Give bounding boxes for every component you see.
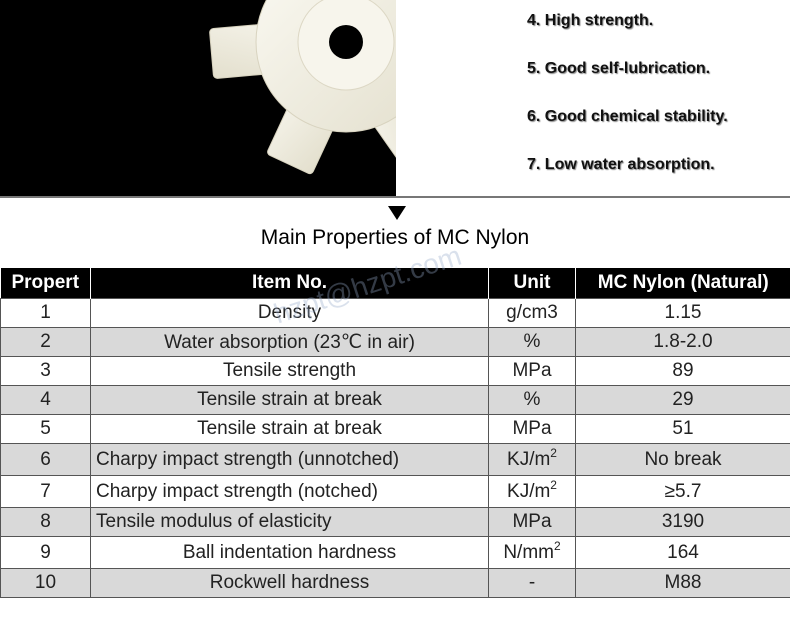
cell-item: Tensile strain at break — [90, 385, 489, 415]
cell-item: Tensile strength — [90, 356, 489, 386]
product-banner: 4. High strength. 5. Good self-lubricati… — [0, 0, 790, 196]
cell-no: 10 — [0, 568, 91, 598]
header-value: MC Nylon (Natural) — [575, 268, 790, 299]
cell-no: 2 — [0, 327, 91, 357]
cell-unit: % — [488, 385, 576, 415]
cell-unit: MPa — [488, 507, 576, 537]
cell-item: Rockwell hardness — [90, 568, 489, 598]
product-photo — [0, 0, 396, 196]
cell-item: Water absorption (23℃ in air) — [90, 327, 489, 357]
table-row: 4 Tensile strain at break % 29 — [0, 385, 790, 415]
properties-table: Propert Item No. Unit MC Nylon (Natural)… — [0, 268, 790, 598]
cell-no: 1 — [0, 298, 91, 328]
cell-item: Tensile strain at break — [90, 414, 489, 444]
header-unit: Unit — [488, 268, 576, 299]
section-title: Main Properties of MC Nylon — [260, 226, 530, 249]
unit-text: KJ/m — [507, 480, 551, 502]
table-row: 3 Tensile strength MPa 89 — [0, 356, 790, 386]
unit-superscript: 2 — [553, 538, 561, 553]
cell-unit: g/cm3 — [488, 298, 576, 328]
cell-value: 164 — [575, 536, 790, 569]
unit-text: g/cm3 — [506, 302, 558, 323]
unit-text: MPa — [512, 418, 552, 439]
cell-no: 8 — [0, 507, 91, 537]
cell-no: 5 — [0, 414, 91, 444]
divider — [0, 196, 790, 198]
cell-unit: MPa — [488, 414, 576, 444]
unit-text: KJ/m — [507, 448, 551, 470]
header-property: Propert — [0, 268, 91, 299]
cell-value: 29 — [575, 385, 790, 415]
cell-no: 6 — [0, 443, 91, 476]
cell-unit: % — [488, 327, 576, 357]
cell-no: 9 — [0, 536, 91, 569]
table-row: 1 Density g/cm3 1.15 — [0, 298, 790, 328]
header-item: Item No. — [90, 268, 489, 299]
cell-no: 7 — [0, 475, 91, 508]
feature-item: 4. High strength. — [527, 12, 654, 29]
cell-value: 51 — [575, 414, 790, 444]
unit-text: MPa — [512, 511, 552, 532]
unit-text: MPa — [512, 360, 552, 381]
down-arrow-icon — [388, 206, 406, 220]
unit-text: % — [523, 331, 541, 352]
table-row: 7 Charpy impact strength (notched) KJ/m2… — [0, 475, 790, 508]
cell-value: M88 — [575, 568, 790, 598]
cell-value: 3190 — [575, 507, 790, 537]
cell-unit: N/mm2 — [488, 536, 576, 569]
feature-item: 7. Low water absorption. — [527, 156, 715, 173]
table-row: 10 Rockwell hardness - M88 — [0, 568, 790, 598]
cell-item: Charpy impact strength (notched) — [90, 475, 489, 508]
unit-text: - — [528, 572, 536, 593]
cell-unit: MPa — [488, 356, 576, 386]
cell-item: Charpy impact strength (unnotched) — [90, 443, 489, 476]
unit-text: N/mm — [503, 541, 554, 563]
table-row: 6 Charpy impact strength (unnotched) KJ/… — [0, 443, 790, 476]
feature-item: 6. Good chemical stability. — [527, 108, 728, 125]
unit-superscript: 2 — [550, 477, 557, 492]
nylon-gear-image — [209, 0, 396, 175]
table-row: 2 Water absorption (23℃ in air) % 1.8-2.… — [0, 327, 790, 357]
cell-unit: - — [488, 568, 576, 598]
unit-superscript: 2 — [550, 445, 557, 460]
cell-value: ≥5.7 — [575, 475, 790, 508]
feature-item: 5. Good self-lubrication. — [527, 60, 711, 77]
table-row: 9 Ball indentation hardness N/mm2 164 — [0, 536, 790, 569]
table-row: 5 Tensile strain at break MPa 51 — [0, 414, 790, 444]
cell-unit: KJ/m2 — [488, 443, 576, 476]
cell-value: 1.15 — [575, 298, 790, 328]
cell-unit: KJ/m2 — [488, 475, 576, 508]
cell-value: No break — [575, 443, 790, 476]
cell-no: 3 — [0, 356, 91, 386]
cell-no: 4 — [0, 385, 91, 415]
cell-value: 89 — [575, 356, 790, 386]
table-row: 8 Tensile modulus of elasticity MPa 3190 — [0, 507, 790, 537]
unit-text: % — [523, 389, 541, 410]
cell-value: 1.8-2.0 — [575, 327, 790, 357]
cell-item: Tensile modulus of elasticity — [90, 507, 489, 537]
cell-item: Ball indentation hardness — [90, 536, 489, 569]
cell-item: Density — [90, 298, 489, 328]
